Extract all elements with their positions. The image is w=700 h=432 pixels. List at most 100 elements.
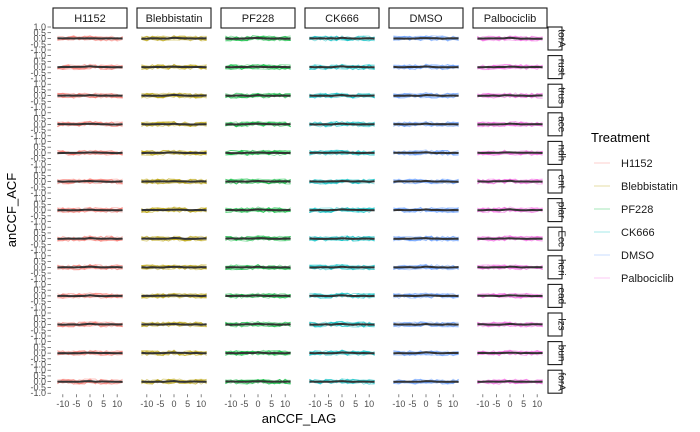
y-tick-label: 1.0 [33, 136, 46, 146]
mean-line [57, 208, 123, 212]
track-line [57, 121, 123, 127]
mean-line [141, 180, 207, 183]
mean-line [141, 65, 207, 69]
facet-panel [57, 35, 123, 42]
mean-line [225, 294, 291, 298]
legend-label: PF228 [621, 204, 653, 216]
track-line [477, 206, 543, 213]
track-line [477, 63, 543, 71]
mean-line [477, 36, 543, 40]
track-line [393, 292, 459, 298]
track-line [393, 207, 459, 214]
legend-entry: H1152 [594, 158, 653, 170]
track-line [141, 92, 207, 99]
track-line [57, 92, 123, 99]
facet-panel [57, 120, 123, 128]
y-tick-label: 0.0 [33, 91, 46, 101]
track-line [225, 264, 291, 270]
y-tick-label: 1.0 [33, 165, 46, 175]
mean-line [225, 237, 291, 240]
row-strip-label: ent [556, 175, 567, 189]
y-tick-label: -1.0 [30, 302, 46, 312]
x-tick-label: 0 [339, 399, 344, 409]
facet-panel [57, 149, 123, 156]
mean-line [141, 151, 207, 155]
track-line [309, 321, 375, 328]
x-tick-label: -10 [224, 399, 237, 409]
facet-panel [477, 63, 543, 71]
track-line [393, 92, 459, 99]
row-strip: ace [547, 112, 567, 137]
track-line [477, 35, 543, 42]
y-tick-label: 0.0 [33, 34, 46, 44]
row-strip-label: ndh [556, 145, 567, 162]
mean-line [57, 151, 123, 155]
facet-panel [477, 235, 543, 242]
track-line [309, 321, 375, 328]
y-tick-label: -0.5 [30, 297, 46, 307]
facet-panel [309, 264, 375, 271]
track-line [309, 293, 375, 299]
y-tick-label: 0.0 [33, 320, 46, 330]
facet-panel [393, 349, 459, 357]
x-tick-label: -5 [156, 399, 164, 409]
y-tick-label: 0.5 [33, 28, 46, 38]
y-tick-label: 1.0 [33, 51, 46, 61]
track-line [309, 121, 375, 127]
x-tick-label: 5 [521, 399, 526, 409]
y-tick-label: 1.0 [33, 22, 46, 32]
track-line [225, 178, 291, 185]
track-line [141, 121, 207, 127]
facet-panel [393, 149, 459, 156]
facet-panel [393, 91, 459, 99]
track-line [141, 292, 207, 298]
track-line [309, 235, 375, 242]
track-line [309, 93, 375, 99]
facet-panel [141, 264, 207, 271]
y-tick-label: 0.5 [33, 371, 46, 381]
track-line [57, 321, 123, 328]
track-line [141, 236, 207, 241]
x-tick-label: 10 [280, 399, 290, 409]
y-tick-label: -0.5 [30, 268, 46, 278]
x-tick-label: -10 [476, 399, 489, 409]
track-line [57, 206, 123, 214]
track-line [393, 149, 459, 156]
facet-panel [57, 63, 123, 71]
y-tick-label: -0.5 [30, 354, 46, 364]
mean-line [309, 179, 375, 183]
track-line [393, 263, 459, 271]
mean-line [309, 294, 375, 298]
mean-line [477, 294, 543, 298]
mean-line [309, 65, 375, 69]
mean-line [309, 265, 375, 269]
track-line [57, 350, 123, 356]
track-line [477, 178, 543, 185]
mean-line [477, 322, 543, 326]
track-line [57, 64, 123, 71]
y-axis-title: anCCF_ACF [4, 173, 19, 247]
y-tick-label: 1.0 [33, 308, 46, 318]
track-line [309, 178, 375, 185]
track-line [57, 378, 123, 385]
y-tick-label: 0.5 [33, 85, 46, 95]
facet-panel [393, 34, 459, 42]
track-line [57, 178, 123, 184]
track-line [393, 321, 459, 328]
y-tick-label: -1.0 [30, 74, 46, 84]
track-line [393, 34, 459, 41]
mean-line [57, 265, 123, 269]
facet-panel [141, 378, 207, 385]
track-line [57, 263, 123, 270]
facet-panel [393, 120, 459, 128]
mean-line [225, 93, 291, 97]
track-line [477, 322, 543, 328]
mean-line [393, 265, 459, 269]
track-line [309, 121, 375, 128]
legend-label: DMSO [621, 250, 654, 262]
y-tick-label: -0.5 [30, 211, 46, 221]
legend-entry: Palbociclib [594, 273, 674, 285]
track-line [393, 207, 459, 213]
mean-line [141, 36, 207, 40]
x-tick-label: 0 [255, 399, 260, 409]
